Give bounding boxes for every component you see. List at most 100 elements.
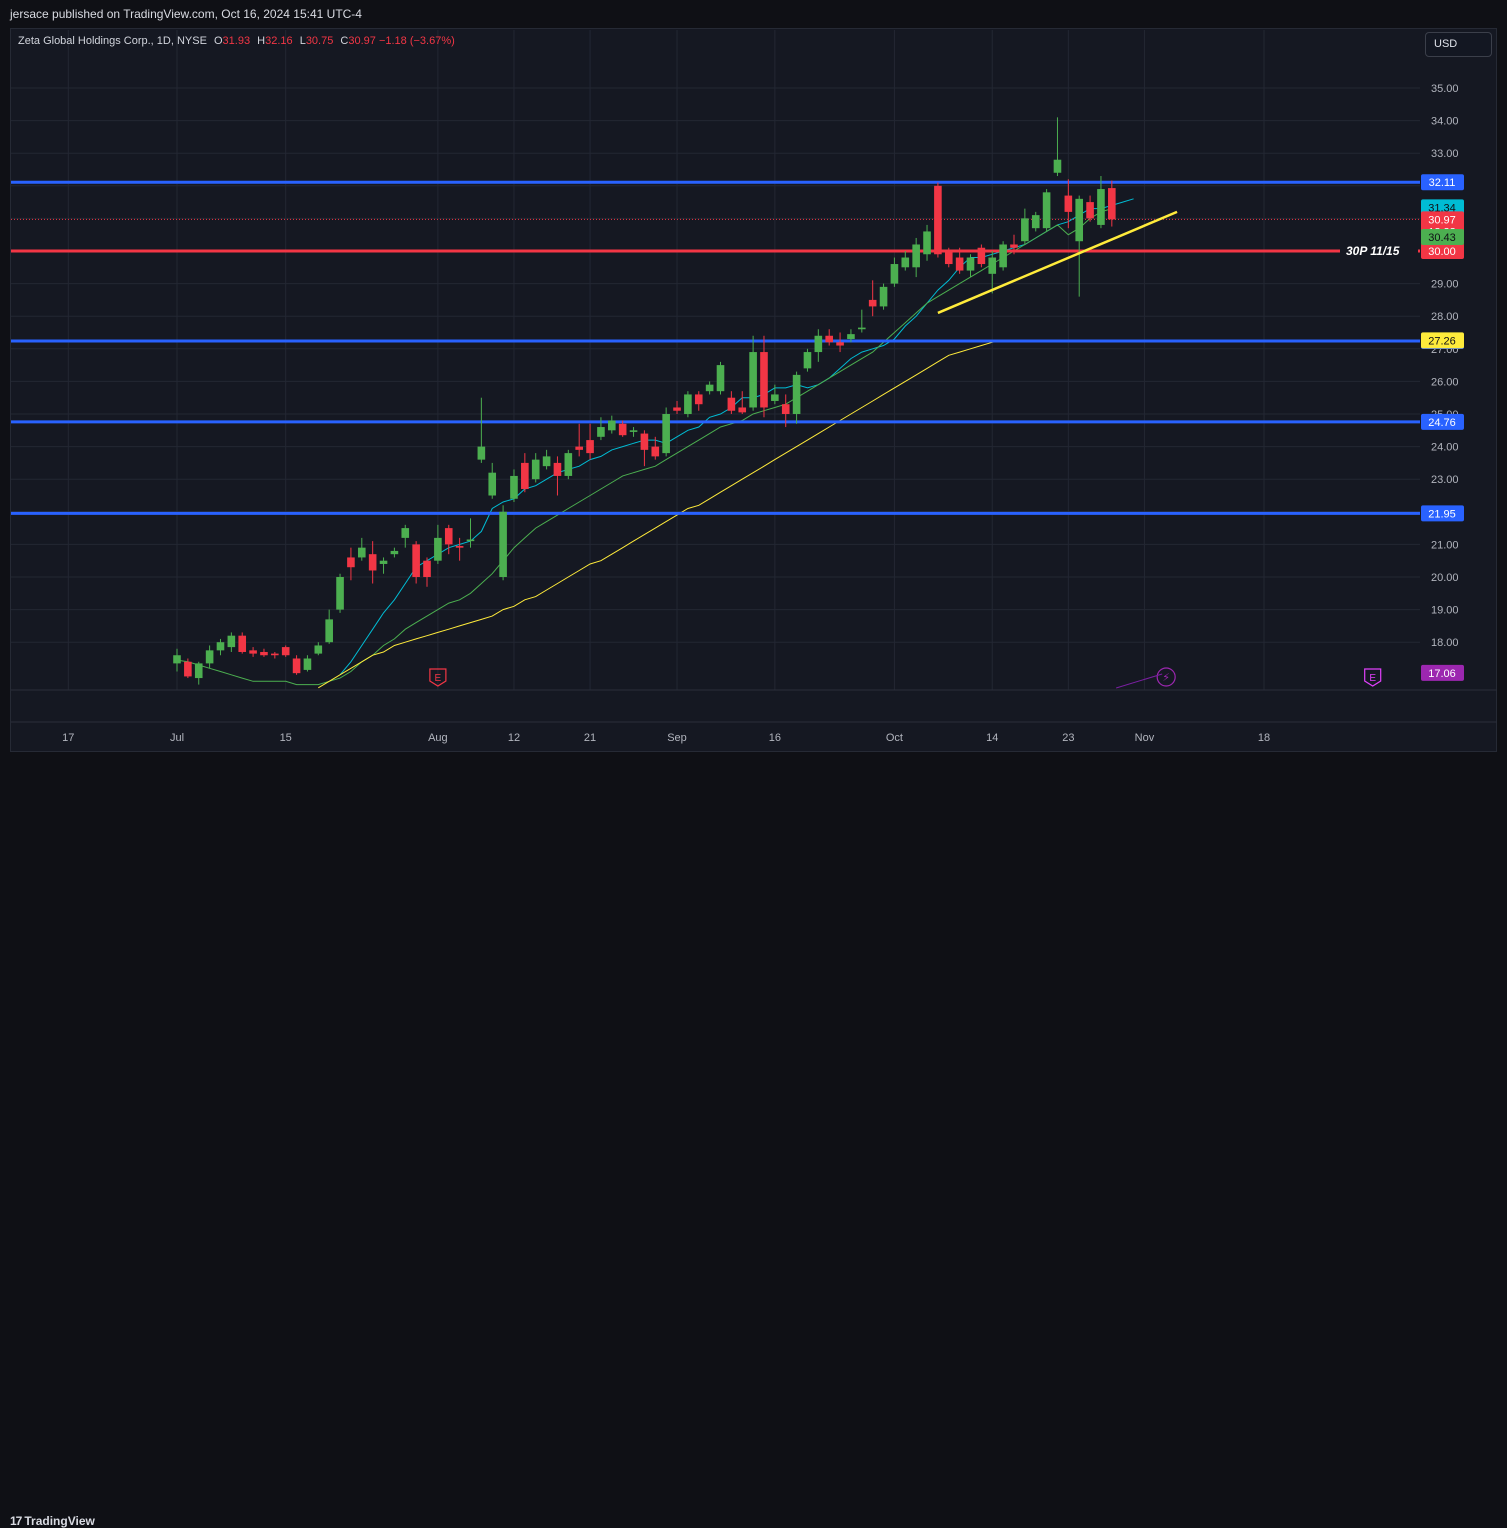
candle — [553, 456, 562, 496]
level-price-tag: 24.76 — [1421, 413, 1464, 430]
publish-info: jersace published on TradingView.com, Oc… — [10, 7, 362, 21]
tradingview-logo[interactable]: 17 TradingView — [10, 1514, 95, 1528]
candle-body — [1086, 202, 1094, 219]
y-tick-label: 34.00 — [1431, 116, 1459, 128]
candle-body — [368, 554, 377, 571]
candle — [271, 651, 279, 659]
y-tick-label: 28.00 — [1431, 311, 1459, 323]
x-tick-label: 17 — [62, 732, 74, 744]
candle-body — [640, 433, 649, 450]
close-label: C — [340, 35, 349, 47]
candle — [749, 335, 757, 411]
moving-average-ema_slow — [318, 339, 1004, 689]
price-tag-bg — [1421, 211, 1464, 228]
symbol-name: Zeta Global Holdings Corp., 1D, NYSE — [18, 35, 207, 47]
level-price-tag-text: 21.95 — [1428, 508, 1456, 520]
candle — [194, 661, 203, 685]
low-label: L — [299, 35, 306, 47]
symbol-legend: Zeta Global Holdings Corp., 1D, NYSE O31… — [18, 35, 455, 47]
price-tag-bg — [1421, 199, 1464, 216]
candle-body — [868, 299, 877, 307]
x-tick-label: 16 — [769, 732, 781, 744]
candle — [955, 247, 964, 274]
candle — [412, 541, 420, 584]
candle — [923, 224, 931, 261]
candle — [575, 423, 583, 457]
candle — [912, 237, 920, 278]
candle — [1075, 195, 1084, 297]
candle-body — [184, 661, 192, 677]
candle-body — [434, 537, 442, 561]
candle — [1042, 189, 1051, 232]
candle-body — [977, 247, 986, 265]
candle — [466, 518, 475, 548]
x-tick-label: Sep — [667, 732, 687, 744]
plot-area — [11, 117, 1420, 689]
candle-body — [1031, 215, 1040, 229]
candle-body — [999, 244, 1007, 268]
candle — [705, 381, 714, 395]
candle — [444, 524, 453, 555]
candle-body — [1042, 192, 1051, 229]
candle-body — [781, 404, 790, 414]
price-chart[interactable]: 18.0019.0020.0021.0022.0023.0024.0025.00… — [0, 0, 1507, 786]
candle-body — [694, 394, 703, 405]
candle-body — [521, 462, 529, 489]
candle — [792, 371, 801, 424]
candle-body — [194, 663, 203, 679]
candle — [618, 420, 627, 437]
candle-body — [401, 528, 410, 538]
candle — [694, 391, 703, 411]
candle — [477, 397, 486, 463]
level-price-tag-bg — [1421, 174, 1464, 191]
candle-body — [390, 550, 399, 555]
candle — [173, 648, 181, 672]
candle — [803, 348, 812, 372]
candle — [836, 332, 844, 353]
y-tick-label: 33.00 — [1431, 148, 1459, 160]
candle — [760, 335, 768, 418]
candle-body — [890, 264, 899, 284]
candle-body — [814, 335, 823, 353]
candle — [325, 609, 333, 644]
price-tag-text: 17.06 — [1428, 668, 1456, 680]
candle-body — [901, 257, 910, 268]
candle — [673, 400, 681, 414]
price-tag-text: 30.97 — [1428, 214, 1456, 226]
candle-body — [325, 619, 333, 643]
level-price-tag: 21.95 — [1421, 505, 1464, 522]
candle-body — [488, 472, 497, 496]
candle-body — [618, 423, 627, 436]
y-tick-label: 26.00 — [1431, 376, 1459, 388]
candle — [1086, 195, 1094, 222]
candle — [999, 241, 1007, 271]
tradingview-logo-icon: 17 — [10, 1514, 22, 1528]
high-label: H — [257, 35, 266, 47]
candle-body — [651, 446, 660, 457]
candle-body — [727, 397, 736, 411]
candle — [238, 632, 247, 654]
level-annotation-bg — [1340, 243, 1418, 259]
candle — [336, 573, 344, 613]
candle — [488, 462, 497, 499]
candle-body — [1064, 195, 1073, 212]
candle-body — [1053, 159, 1062, 173]
y-tick-label: 24.00 — [1431, 442, 1459, 454]
candle-body — [1021, 218, 1029, 242]
candle-body — [1108, 188, 1116, 220]
x-tick-label: Aug — [428, 732, 448, 744]
earnings-marker-label: E — [1369, 673, 1376, 684]
candle-body — [608, 420, 616, 431]
candle — [357, 537, 366, 561]
price-tag-text: 31.34 — [1428, 202, 1456, 214]
candle — [814, 329, 823, 362]
candle — [890, 257, 899, 287]
dividend-marker-label: ⚡ — [1162, 671, 1170, 684]
candle-body — [586, 440, 594, 454]
currency-button[interactable]: USD — [1425, 32, 1492, 57]
earnings-marker-label: E — [435, 673, 442, 684]
candle-body — [260, 651, 268, 656]
candle — [586, 423, 594, 460]
earnings-marker — [429, 668, 447, 687]
candle-body — [955, 257, 964, 271]
